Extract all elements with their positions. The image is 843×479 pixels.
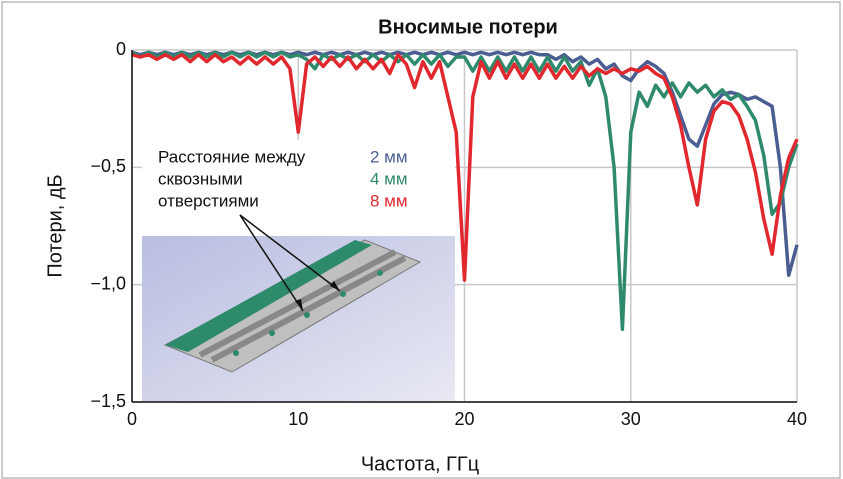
- x-tick-label: 30: [621, 409, 641, 429]
- arrowhead: [295, 299, 303, 311]
- y-tick-label: 0: [116, 39, 126, 59]
- y-tick-label: −1,0: [90, 273, 126, 293]
- via-rod: [210, 255, 407, 363]
- trace: [165, 240, 372, 352]
- inset: [142, 140, 455, 402]
- annotation-box: [142, 140, 455, 236]
- x-tick-label: 20: [454, 409, 474, 429]
- series-line: [131, 50, 799, 332]
- series-line: [131, 52, 799, 282]
- arrows: [239, 214, 341, 312]
- arrowhead: [330, 281, 340, 291]
- legend-entry: 4 мм: [370, 169, 408, 188]
- annotation: отверстиями: [158, 191, 259, 210]
- x-tick-label: 0: [127, 409, 137, 429]
- annotation: Расстояние между: [158, 147, 306, 166]
- legend-entry: 8 мм: [370, 191, 408, 210]
- x-tick-label: 10: [288, 409, 308, 429]
- annotation: сквозными: [158, 169, 243, 188]
- x-tick-label: 40: [787, 409, 807, 429]
- y-tick-label: −0,5: [90, 156, 126, 176]
- y-axis-label: Потери, дБ: [44, 174, 66, 277]
- y-tick-label: −1,5: [90, 391, 126, 411]
- vias: [233, 270, 383, 356]
- legend-entry: 2 мм: [370, 147, 408, 166]
- x-axis-label: Частота, ГГц: [361, 453, 479, 475]
- chart-title: Вносимые потери: [378, 16, 558, 38]
